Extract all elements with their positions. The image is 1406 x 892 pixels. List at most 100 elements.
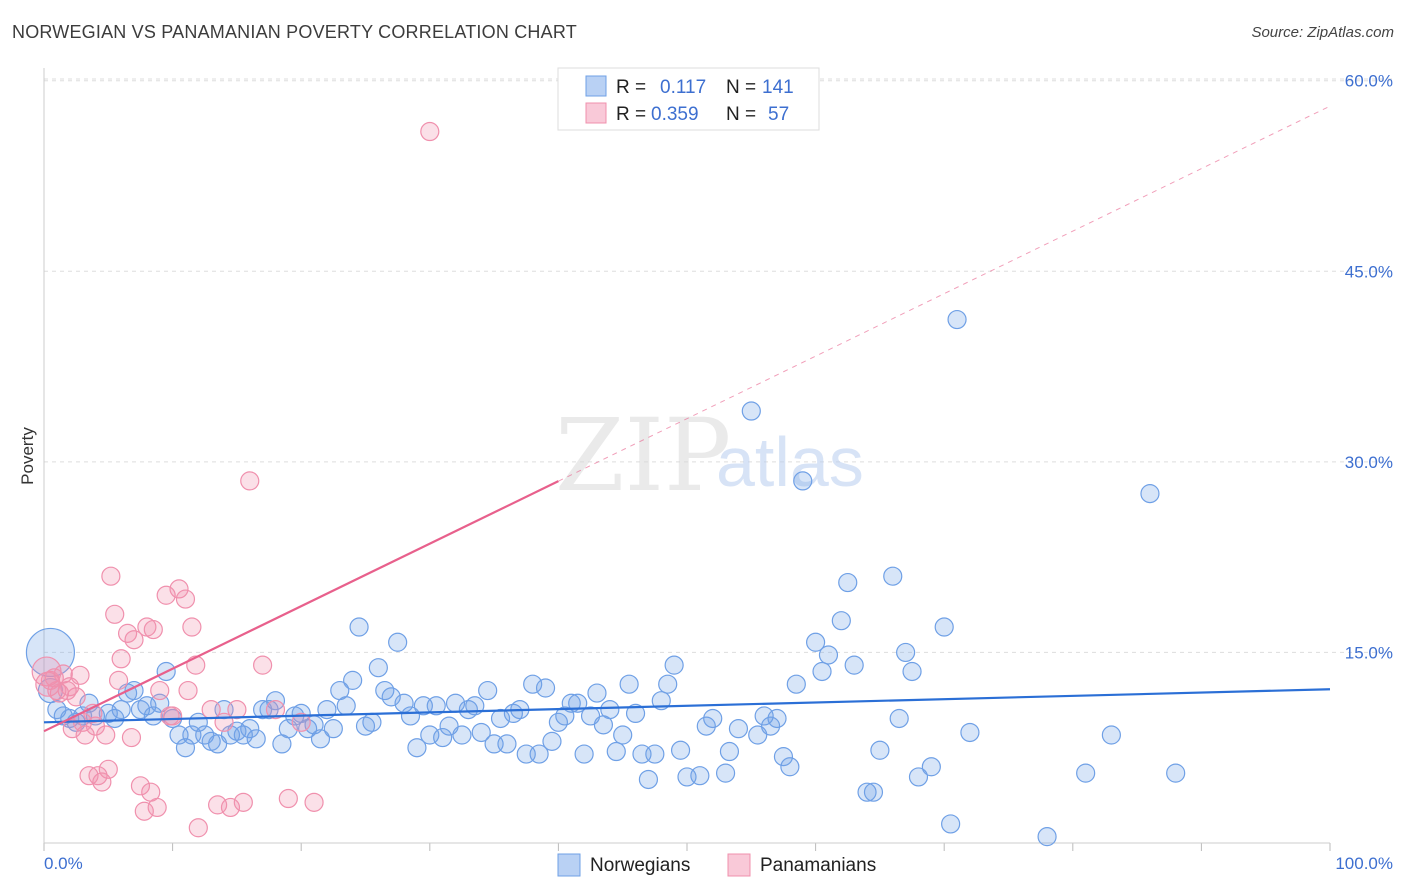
- legend: R = 0.117 N = 141 R = 0.359 N = 57: [557, 67, 820, 131]
- data-point-norwegians: [1140, 484, 1160, 504]
- data-point-panamanians: [147, 797, 167, 818]
- data-point-norwegians: [690, 766, 710, 786]
- data-point-panamanians: [70, 665, 90, 685]
- data-point-norwegians: [805, 632, 826, 652]
- chart-title: NORWEGIAN VS PANAMANIAN POVERTY CORRELAT…: [12, 22, 577, 42]
- data-point-panamanians: [143, 619, 163, 640]
- data-point-panamanians: [105, 604, 125, 624]
- data-point-norwegians: [696, 716, 716, 736]
- data-point-norwegians: [523, 674, 543, 694]
- trend-line-panamanians: [43, 480, 559, 733]
- data-point-norwegians: [947, 309, 967, 330]
- data-point-panamanians: [108, 670, 129, 690]
- data-point-norwegians: [613, 725, 633, 745]
- data-point-norwegians: [870, 740, 890, 760]
- data-point-panamanians: [188, 818, 208, 838]
- data-point-norwegians: [844, 655, 864, 675]
- data-point-norwegians: [664, 655, 684, 675]
- data-point-norwegians: [452, 725, 472, 745]
- data-point-norwegians: [343, 670, 363, 690]
- data-point-norwegians: [98, 703, 118, 724]
- data-point-norwegians: [638, 769, 659, 790]
- data-point-norwegians: [587, 683, 607, 703]
- legend-r-value-0: 0.117: [660, 77, 706, 98]
- data-point-norwegians: [349, 617, 369, 637]
- data-point-norwegians: [883, 566, 903, 586]
- legend-n-value-1: 57: [768, 104, 789, 125]
- data-point-norwegians: [857, 782, 877, 802]
- data-point-norwegians: [960, 722, 980, 743]
- data-point-norwegians: [651, 691, 671, 711]
- data-point-norwegians: [715, 763, 736, 783]
- legend-n-label-0: N =: [726, 77, 756, 98]
- data-point-norwegians: [471, 722, 491, 743]
- data-point-norwegians: [400, 706, 421, 726]
- data-point-panamanians: [169, 579, 189, 599]
- x-tick-label-min: 0.0%: [44, 854, 83, 873]
- y-tick-label: 60.0%: [1345, 72, 1393, 91]
- data-point-norwegians: [336, 696, 356, 716]
- data-point-norwegians: [902, 661, 922, 682]
- data-point-panamanians: [227, 699, 247, 720]
- gridlines: [44, 78, 1393, 653]
- data-point-norwegians: [645, 744, 665, 764]
- data-point-panamanians: [96, 725, 116, 745]
- data-point-panamanians: [182, 617, 202, 637]
- y-tick-label: 45.0%: [1345, 262, 1393, 281]
- data-point-norwegians: [934, 617, 954, 637]
- data-point-norwegians: [941, 814, 961, 834]
- data-point-norwegians: [497, 734, 517, 754]
- data-point-norwegians: [670, 740, 691, 760]
- data-point-norwegians: [625, 703, 646, 724]
- data-point-panamanians: [420, 121, 440, 142]
- data-point-norwegians: [606, 741, 626, 762]
- data-point-panamanians: [98, 759, 118, 779]
- legend-n-label-1: N =: [726, 104, 756, 125]
- data-point-norwegians: [812, 661, 832, 682]
- data-point-norwegians: [703, 708, 723, 729]
- data-point-norwegians: [433, 727, 453, 748]
- data-point-panamanians: [233, 792, 253, 812]
- data-point-norwegians: [786, 674, 806, 694]
- data-point-panamanians: [240, 471, 260, 491]
- data-point-panamanians: [178, 680, 198, 701]
- trend-line-panamanians-extension: [558, 105, 1331, 482]
- data-point-norwegians: [478, 680, 498, 701]
- data-point-panamanians: [175, 589, 196, 609]
- bottom-legend-swatch-norwegians: [557, 853, 581, 877]
- data-point-panamanians: [265, 699, 286, 720]
- data-point-norwegians: [741, 401, 761, 421]
- data-point-norwegians: [780, 757, 800, 777]
- data-point-panamanians: [220, 797, 241, 818]
- bottom-legend-label-panamanians: Panamanians: [760, 855, 876, 876]
- data-point-panamanians: [186, 655, 206, 675]
- watermark-atlas: atlas: [716, 423, 864, 501]
- legend-r-value-1: 0.359: [651, 104, 699, 125]
- data-point-panamanians: [66, 687, 86, 707]
- data-point-panamanians: [278, 788, 298, 809]
- bottom-legend-swatch-panamanians: [727, 853, 751, 877]
- data-point-panamanians: [130, 776, 151, 796]
- data-point-norwegians: [362, 712, 382, 732]
- data-point-norwegians: [246, 729, 266, 749]
- data-point-norwegians: [407, 738, 427, 758]
- data-point-panamanians: [291, 712, 311, 732]
- data-point-panamanians: [124, 630, 144, 650]
- data-point-norwegians: [111, 699, 131, 720]
- bottom-legend: Norwegians Panamanians: [557, 853, 876, 877]
- legend-swatch-norwegians: [585, 75, 607, 97]
- data-point-norwegians: [838, 572, 858, 593]
- bottom-legend-label-norwegians: Norwegians: [590, 855, 690, 876]
- y-tick-label: 30.0%: [1345, 453, 1393, 472]
- data-point-norwegians: [863, 782, 884, 802]
- data-point-norwegians: [535, 678, 556, 698]
- legend-r-label-0: R =: [616, 77, 646, 98]
- y-tick-labels: 15.0% 30.0% 45.0% 60.0%: [1345, 72, 1393, 663]
- data-point-norwegians: [542, 731, 562, 751]
- data-point-panamanians: [304, 792, 324, 812]
- data-point-norwegians: [728, 719, 749, 739]
- data-point-norwegians: [908, 767, 929, 787]
- data-point-norwegians: [760, 716, 781, 736]
- data-point-norwegians: [25, 627, 76, 678]
